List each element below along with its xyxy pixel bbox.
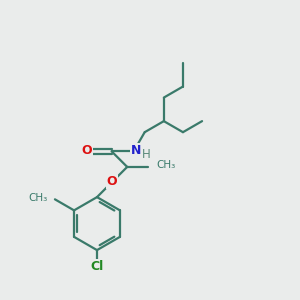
Text: Cl: Cl [90,260,104,273]
Text: CH₃: CH₃ [28,193,48,203]
Text: CH₃: CH₃ [156,160,175,170]
Text: O: O [82,144,92,157]
Text: H: H [142,148,150,161]
Text: O: O [107,176,118,188]
Text: N: N [130,144,141,157]
